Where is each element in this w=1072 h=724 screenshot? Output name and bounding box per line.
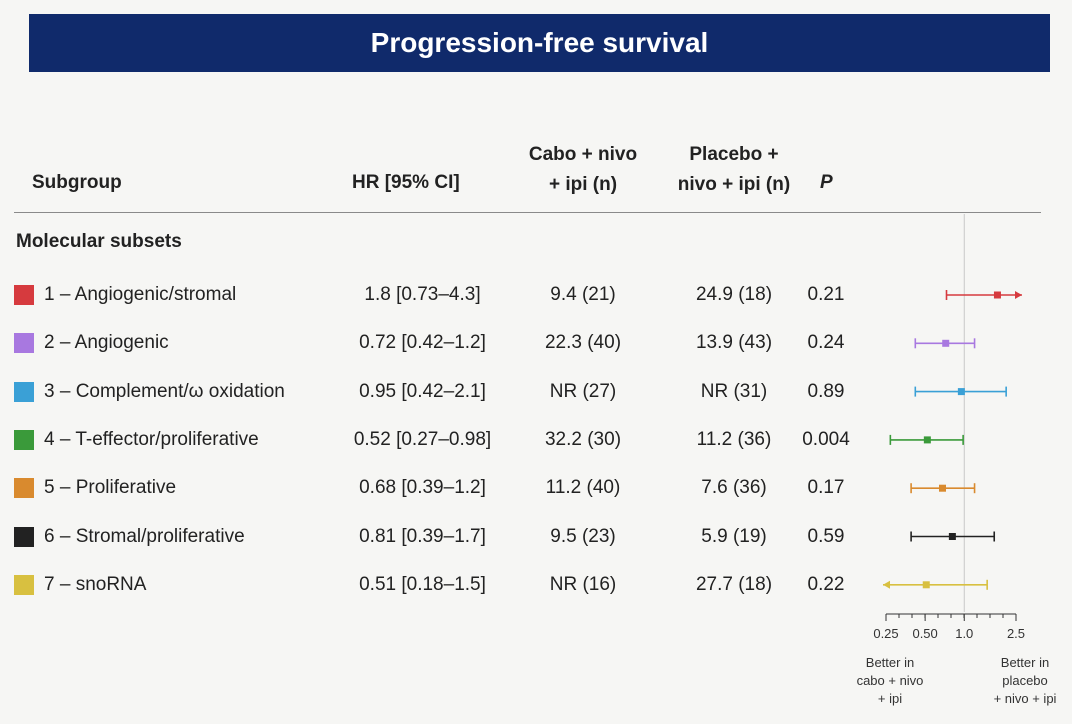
cabo-value: 22.3 (40): [544, 332, 622, 354]
axis-note-line: + nivo + ipi: [994, 691, 1057, 706]
hr-value: 0.81 [0.39–1.7]: [359, 525, 486, 547]
p-value: 0.004: [802, 428, 850, 450]
x-tick-label: 0.50: [912, 626, 937, 641]
header-cabo-line1: Cabo + nivo: [528, 144, 638, 165]
color-swatch: [14, 381, 34, 402]
axis-note-line: Better in: [1001, 655, 1049, 670]
p-value: 0.59: [807, 525, 845, 547]
color-swatch: [14, 285, 34, 305]
subgroup-name: 5 – Proliferative: [44, 477, 177, 499]
section-label: Molecular subsets: [16, 231, 182, 252]
axis-note-line: + ipi: [878, 691, 902, 706]
hr-value: 0.52 [0.27–0.98]: [353, 428, 492, 450]
p-value: 0.17: [807, 477, 845, 499]
ci-arrow-left: [883, 580, 890, 589]
subgroup-name: 6 – Stromal/proliferative: [44, 525, 245, 547]
table-row: 5 – Proliferative 0.68 [0.39–1.2] 11.2 (40…: [0, 472, 1072, 504]
header-placebo-line1: Placebo +: [689, 144, 779, 165]
header-cabo-line2: + ipi (n): [548, 174, 618, 195]
header-hr: HR [95% CI]: [352, 172, 460, 193]
cabo-value: 11.2 (40): [545, 477, 621, 499]
placebo-value: 7.6 (36): [701, 477, 767, 499]
cabo-value: 9.5 (23): [550, 525, 616, 547]
color-swatch: [14, 429, 34, 450]
hr-point: [938, 484, 946, 492]
subgroup-name: 1 – Angiogenic/stromal: [44, 284, 237, 305]
hr-value: 0.95 [0.42–2.1]: [359, 380, 486, 402]
hr-point: [922, 581, 930, 589]
axis-note-line: Better in: [866, 655, 914, 670]
placebo-value: 11.2 (36): [696, 428, 772, 450]
p-value: 0.89: [807, 380, 845, 402]
title-bar: Progression-free survival: [29, 14, 1050, 72]
placebo-value: 24.9 (18): [695, 284, 773, 305]
placebo-value: 5.9 (19): [701, 525, 767, 547]
hr-value: 0.68 [0.39–1.2]: [359, 477, 486, 499]
header-divider: [14, 212, 1041, 213]
x-tick-label: 0.25: [873, 626, 898, 641]
cabo-value: 9.4 (21): [550, 284, 616, 305]
hr-point: [923, 436, 931, 444]
hr-value: 0.51 [0.18–1.5]: [359, 573, 486, 595]
x-tick-label: 1.0: [955, 626, 973, 641]
header-placebo-line2: nivo + ipi (n): [677, 174, 791, 195]
hr-point: [948, 533, 956, 540]
table-row: 1 – Angiogenic/stromal 1.8 [0.73–4.3] 9.4 …: [0, 279, 1072, 311]
cabo-value: NR (16): [549, 573, 617, 595]
placebo-value: 13.9 (43): [695, 332, 773, 354]
color-swatch: [14, 478, 34, 499]
hr-point: [942, 339, 950, 347]
hr-point: [957, 388, 965, 396]
table-row: 2 – Angiogenic 0.72 [0.42–1.2] 22.3 (40) 13…: [0, 327, 1072, 359]
table-row: 4 – T-effector/proliferative 0.52 [0.27–0…: [0, 424, 1072, 456]
hr-point: [993, 291, 1001, 299]
axis-note-line: placebo: [1002, 673, 1048, 688]
axis-note-line: cabo + nivo: [857, 673, 924, 688]
subgroup-name: 7 – snoRNA: [44, 573, 147, 595]
subgroup-name: 3 – Complement/ω oxidation: [44, 380, 285, 402]
cabo-value: NR (27): [549, 380, 617, 402]
p-value: 0.21: [807, 284, 845, 305]
placebo-value: 27.7 (18): [695, 573, 773, 595]
table-row: 3 – Complement/ω oxidation 0.95 [0.42–2.1…: [0, 376, 1072, 408]
table-row: 6 – Stromal/proliferative 0.81 [0.39–1.7]…: [0, 521, 1072, 553]
x-tick-label: 2.5: [1007, 626, 1025, 641]
hr-value: 0.72 [0.42–1.2]: [359, 332, 486, 354]
ci-arrow-right: [1015, 291, 1022, 299]
header-subgroup: Subgroup: [32, 172, 122, 193]
color-swatch: [14, 574, 34, 595]
table-row: 7 – snoRNA 0.51 [0.18–1.5] NR (16) 27.7 (18…: [0, 569, 1072, 601]
header-cabo: Cabo + nivo + ipi (n): [512, 140, 654, 200]
cabo-value: 32.2 (30): [544, 428, 622, 450]
subgroup-name: 4 – T-effector/proliferative: [44, 428, 259, 450]
p-value: 0.22: [807, 573, 845, 595]
chart-title: Progression-free survival: [370, 27, 709, 58]
header-p: P: [820, 172, 833, 193]
hr-value: 1.8 [0.73–4.3]: [364, 284, 481, 305]
header-placebo: Placebo + nivo + ipi (n): [660, 140, 808, 200]
p-value: 0.24: [807, 332, 845, 354]
color-swatch: [14, 333, 34, 354]
color-swatch: [14, 526, 34, 547]
placebo-value: NR (31): [700, 380, 768, 402]
subgroup-name: 2 – Angiogenic: [44, 332, 169, 354]
